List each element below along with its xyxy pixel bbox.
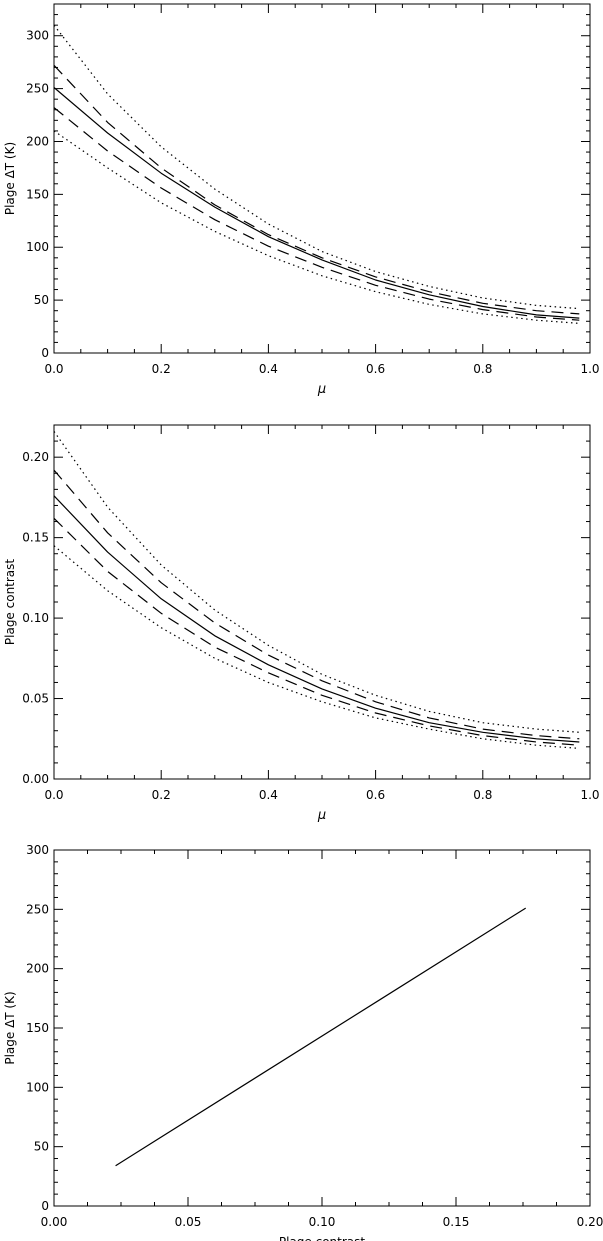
- y-axis-title: Plage ΔT (K): [3, 142, 17, 215]
- x-tick-label: 0.6: [366, 788, 385, 802]
- x-tick-label: 0.00: [41, 1215, 68, 1229]
- y-tick-label: 0.15: [22, 531, 49, 545]
- y-tick-label: 50: [34, 293, 49, 307]
- chart-panel-3: 0.00 0.05 0.10 0.15 0.20 0 50 100 150 200 250 300 Pl…: [3, 843, 603, 1241]
- series-line-dashed-2: [53, 64, 580, 315]
- series-line-dotted-5: [53, 130, 580, 324]
- series-line-dotted-1: [53, 24, 580, 310]
- y-tick-label: 100: [26, 240, 49, 254]
- plot-frame: [53, 849, 591, 1207]
- series-line-dashed-4: [53, 517, 580, 746]
- x-axis-title: μ: [317, 808, 326, 823]
- y-tick-label: 0: [41, 346, 49, 360]
- series-line-dashed-2: [53, 469, 580, 740]
- plot-frame: [53, 3, 591, 354]
- y-tick-label: 200: [26, 134, 49, 148]
- x-tick-label: 0.0: [44, 788, 63, 802]
- y-tick-label: 300: [26, 29, 49, 43]
- x-tick-label: 0.4: [259, 362, 278, 376]
- y-tick-label: 0.20: [22, 450, 49, 464]
- series-line-solid-3: [53, 87, 580, 319]
- x-tick-label: 0.4: [259, 788, 278, 802]
- series-line-dotted-5: [53, 545, 580, 749]
- series-line-dotted-1: [53, 431, 580, 733]
- plot-frame: [53, 424, 591, 780]
- x-tick-label: 0.6: [366, 362, 385, 376]
- y-tick-label: 300: [26, 843, 49, 857]
- chart-panel-2: 0.0 0.2 0.4 0.6 0.8 1.0 0.00 0.05 0.10 0.15 0.20 μ P…: [3, 424, 600, 823]
- x-tick-label: 1.0: [580, 788, 599, 802]
- y-tick-label: 50: [34, 1140, 49, 1154]
- x-tick-label: 0.8: [473, 362, 492, 376]
- x-tick-label: 1.0: [580, 362, 599, 376]
- chart-panel-1: 0.0 0.2 0.4 0.6 0.8 1.0 0 50 100 150 200 250 300 μ Pla…: [3, 3, 600, 397]
- x-tick-label: 0.20: [577, 1215, 603, 1229]
- series-line-solid-1: [115, 907, 527, 1167]
- y-tick-label: 250: [26, 902, 49, 916]
- y-tick-label: 0.10: [22, 611, 49, 625]
- y-tick-label: 100: [26, 1080, 49, 1094]
- x-tick-label: 0.15: [443, 1215, 470, 1229]
- series-line-solid-3: [53, 495, 580, 743]
- y-tick-label: 150: [26, 1021, 49, 1035]
- x-tick-label: 0.2: [152, 362, 171, 376]
- x-axis-title: μ: [317, 382, 326, 397]
- x-axis-title: Plage contrast: [279, 1235, 366, 1241]
- x-tick-label: 0.10: [309, 1215, 336, 1229]
- x-tick-label: 0.8: [473, 788, 492, 802]
- x-tick-label: 0.0: [44, 362, 63, 376]
- y-tick-label: 0: [41, 1199, 49, 1213]
- y-tick-label: 250: [26, 82, 49, 96]
- x-tick-label: 0.2: [152, 788, 171, 802]
- y-tick-label: 200: [26, 962, 49, 976]
- y-axis-title: Plage ΔT (K): [3, 991, 17, 1064]
- y-axis-title: Plage contrast: [3, 559, 17, 646]
- y-tick-label: 0.05: [22, 692, 49, 706]
- series-line-dashed-4: [53, 107, 580, 321]
- y-tick-label: 0.00: [22, 772, 49, 786]
- x-tick-label: 0.05: [175, 1215, 202, 1229]
- y-tick-label: 150: [26, 187, 49, 201]
